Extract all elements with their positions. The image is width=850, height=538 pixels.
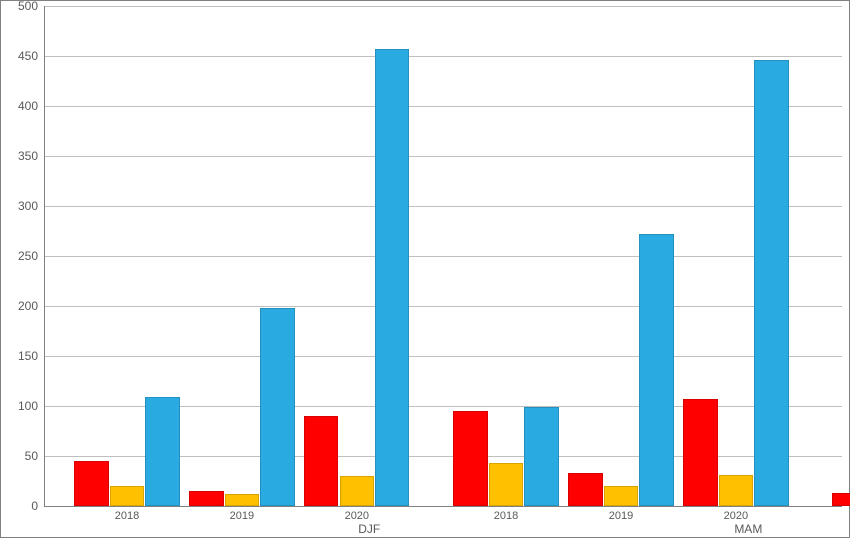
bar [832,493,850,506]
y-tick-label: 100 [18,399,44,413]
bar [225,494,259,506]
grid-line [44,256,842,257]
bar [189,491,223,506]
y-tick-label: 150 [18,349,44,363]
bar [260,308,294,506]
bar [110,486,144,506]
x-axis-line [44,506,842,507]
y-tick-label: 250 [18,249,44,263]
x-year-label: 2019 [230,506,254,522]
bar [754,60,788,506]
bar [683,399,717,506]
y-axis-line [44,6,45,506]
y-tick-label: 300 [18,199,44,213]
bar [304,416,338,506]
grid-line [44,356,842,357]
bar [604,486,638,506]
grid-line [44,156,842,157]
y-tick-label: 200 [18,299,44,313]
bar [74,461,108,506]
bar [340,476,374,506]
bar [453,411,487,506]
x-year-label: 2018 [115,506,139,522]
x-group-label: MAM [734,506,762,536]
y-tick-label: 400 [18,99,44,113]
grid-line [44,56,842,57]
y-tick-label: 500 [18,0,44,13]
bar [489,463,523,506]
grid-line [44,6,842,7]
grouped-bar-chart: 0 50 100 150 200 250 300 350 400 450 500 2018 2019 20… [0,0,850,538]
grid-line [44,306,842,307]
y-tick-label: 0 [31,499,44,513]
bar [524,407,558,506]
x-year-label: 2018 [494,506,518,522]
grid-line [44,206,842,207]
y-tick-label: 50 [25,449,44,463]
bar [145,397,179,506]
y-tick-label: 350 [18,149,44,163]
bar [719,475,753,506]
bar [375,49,409,506]
y-tick-label: 450 [18,49,44,63]
x-year-label: 2019 [609,506,633,522]
plot-area: 0501001502002503003504004505002018201920… [44,6,842,506]
bar [639,234,673,506]
x-group-label: DJF [358,506,380,536]
bar [568,473,602,506]
grid-line [44,106,842,107]
